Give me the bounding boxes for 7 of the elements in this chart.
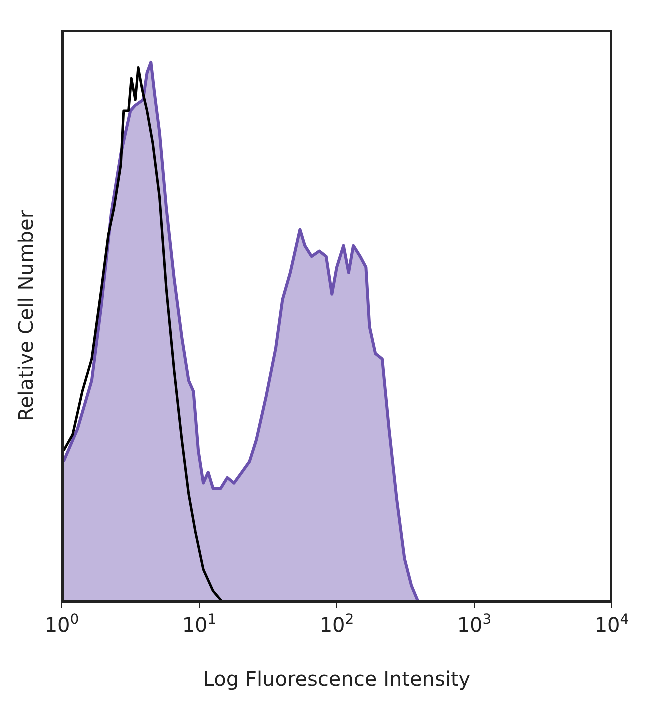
x-tick-label: 10$^{3}$	[457, 612, 492, 637]
x-tick-label: 10$^{4}$	[594, 612, 630, 637]
x-tick-label: 10$^{1}$	[182, 612, 217, 637]
x-axis-title: Log Fluorescence Intensity	[203, 667, 471, 691]
x-tick-label: 10$^{0}$	[44, 612, 80, 637]
x-tick-label: 10$^{2}$	[320, 612, 354, 637]
y-axis-title: Relative Cell Number	[14, 210, 38, 422]
